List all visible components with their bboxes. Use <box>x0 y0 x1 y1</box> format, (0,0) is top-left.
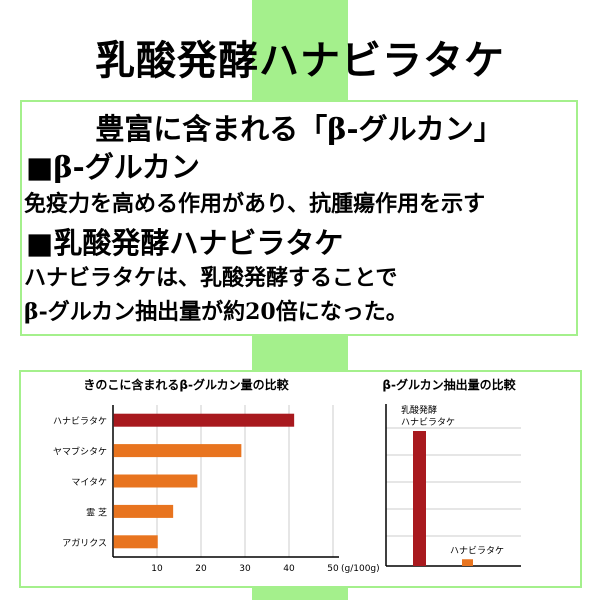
chart1-x-tick-label: 50 <box>327 564 339 574</box>
chart1-category-label: ハナビラタケ <box>53 416 107 427</box>
chart1-bar <box>113 444 242 458</box>
green-stripe-middle <box>252 336 348 370</box>
chart1-x-tick-label: 40 <box>283 564 295 574</box>
section1-title: ■β-グルカン <box>26 150 200 184</box>
chart2-category-label: 乳酸発酵ハナビラタケ <box>401 404 455 428</box>
chart2-bar <box>462 559 473 566</box>
green-stripe-bottom <box>252 588 348 600</box>
chart1-category-label: ヤマブシタケ <box>53 446 107 458</box>
chart1-x-tick-label: 10 <box>151 564 163 574</box>
chart1-category-label: 霊 芝 <box>86 506 107 518</box>
chart1-bar <box>113 504 174 518</box>
chart1-x-tick-label: 30 <box>239 564 251 574</box>
section2-text-line1: ハナビラタケは、乳酸発酵することで <box>24 265 398 291</box>
info-box: 豊富に含まれる「β-グルカン」 ■β-グルカン 免疫力を高める作用があり、抗腫瘍… <box>20 100 578 336</box>
chart1-x-tick-label: 20 <box>195 564 207 574</box>
chart1-category-label: マイタケ <box>71 477 107 488</box>
section2-text-line2: β-グルカン抽出量が約20倍になった。 <box>24 299 408 325</box>
chart1-category-label: アガリクス <box>62 538 107 549</box>
section2-title: ■乳酸発酵ハナビラタケ <box>26 226 344 260</box>
chart1-unit-label: (g/100g) <box>341 564 380 574</box>
green-stripe-top <box>252 0 348 103</box>
chart-panel: きのこに含まれるβ-グルカン量の比較 10 20 30 40 50 (g/100g) ハナビラ… <box>19 370 582 588</box>
info-heading: 豊富に含まれる「β-グルカン」 <box>95 112 503 146</box>
chart1-title: きのこに含まれるβ-グルカン量の比較 <box>83 377 289 392</box>
chart1-bar <box>113 535 158 549</box>
charts-svg: きのこに含まれるβ-グルカン量の比較 10 20 30 40 50 (g/100g) ハナビラ… <box>53 377 521 574</box>
chart1-bar <box>113 413 295 427</box>
chart2-bar <box>413 431 426 566</box>
page-title: 乳酸発酵ハナビラタケ <box>95 37 505 84</box>
chart2-category-label: ハナビラタケ <box>450 545 504 556</box>
chart1-bar <box>113 474 198 488</box>
section1-text: 免疫力を高める作用があり、抗腫瘍作用を示す <box>24 191 486 217</box>
chart2-title: β-グルカン抽出量の比較 <box>382 377 516 392</box>
